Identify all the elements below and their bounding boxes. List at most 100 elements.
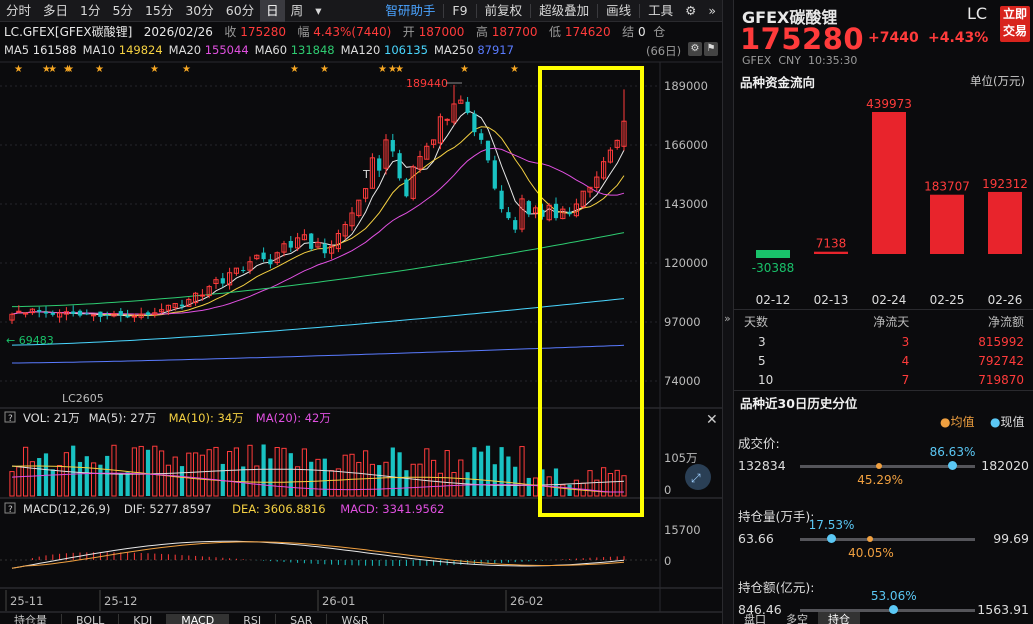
flow-bar-4: 192312 02-26	[982, 177, 1028, 307]
tool-button-3[interactable]: 超级叠加	[539, 2, 590, 18]
slider-now-dot[interactable]	[947, 461, 957, 470]
event-star-icon[interactable]: ★	[63, 64, 72, 75]
chevron-double-right-icon[interactable]: »	[708, 2, 716, 18]
volume-bar	[206, 449, 212, 497]
indicator-tab-4[interactable]: RSI	[229, 614, 277, 624]
slider-now-dot[interactable]	[826, 534, 836, 543]
flag-icon[interactable]: ⚑	[704, 42, 718, 56]
slider-title: 成交价:	[738, 436, 780, 451]
candle	[621, 89, 627, 151]
macd-legend: DIF: 5277.8597	[124, 502, 212, 516]
volume-bar	[152, 445, 158, 497]
period-tab-3[interactable]: 5分	[112, 2, 133, 18]
volume-bar	[268, 458, 273, 496]
period-tab-0[interactable]: 分时	[6, 2, 32, 18]
tool-button-2[interactable]: 前复权	[484, 2, 523, 18]
indicator-tab-5[interactable]: SAR	[276, 614, 328, 624]
kline-chart[interactable]: ? VOL: 21万 MA(5): 27万 MA(10): 34万 MA(20): 42…	[0, 60, 722, 624]
marker-t: T	[362, 168, 370, 181]
event-star-icon[interactable]: ★	[48, 64, 57, 75]
period-tab-9[interactable]: ▾	[315, 2, 322, 18]
period-tab-7[interactable]: 日	[260, 0, 285, 22]
event-star-icon[interactable]: ★	[510, 64, 519, 75]
price-tick: 97000	[664, 315, 701, 329]
panel-divider[interactable]: »	[722, 0, 734, 624]
candle	[105, 311, 110, 320]
period-tab-1[interactable]: 多日	[43, 2, 69, 18]
volume-bar	[335, 468, 342, 497]
event-star-icon[interactable]: ★	[95, 64, 104, 75]
collapse-icon-glyph: ?	[8, 505, 13, 515]
indicator-tab-2[interactable]: KDJ	[119, 614, 168, 624]
event-star-icon[interactable]: ★	[65, 64, 74, 75]
gear-icon[interactable]: ⚙	[685, 2, 697, 18]
period-tab-8[interactable]: 周	[290, 2, 304, 18]
volume-bar	[560, 484, 566, 497]
event-star-icon[interactable]: ★	[395, 64, 404, 75]
quick-trade-button[interactable]: 立即 交易	[1000, 6, 1030, 42]
candle	[315, 237, 321, 250]
volume-bar	[22, 446, 29, 497]
flow-bar-date: 02-12	[756, 293, 791, 307]
flow-table-cell: 815992	[978, 334, 1024, 349]
event-star-icon[interactable]: ★	[460, 64, 469, 75]
candle	[50, 310, 55, 317]
event-star-icon[interactable]: ★	[378, 64, 387, 75]
close-value: 175280	[240, 25, 286, 39]
event-star-icon[interactable]: ★	[320, 64, 329, 75]
tool-button-5[interactable]: 工具	[648, 2, 674, 18]
indicator-tab-6[interactable]: W&R	[327, 614, 384, 624]
indicator-tab-0[interactable]: 持仓量	[0, 614, 62, 624]
candle	[294, 232, 301, 252]
volume-bar	[90, 462, 97, 497]
flow-table-row: 5 4 792742	[738, 351, 1030, 370]
candle	[349, 207, 355, 231]
side-tab-2[interactable]: 持仓	[818, 612, 860, 624]
ma-label: MA10	[82, 43, 119, 57]
close-icon[interactable]: ✕	[706, 412, 718, 428]
settle-value: 0	[637, 25, 646, 39]
period-tab-6[interactable]: 60分	[225, 2, 255, 18]
period-tab-4[interactable]: 15分	[144, 2, 174, 18]
candle	[16, 305, 22, 313]
chevron-right-icon[interactable]: »	[724, 312, 731, 325]
tool-button-4[interactable]: 画线	[606, 2, 632, 18]
collapse-icon[interactable]	[4, 411, 16, 423]
event-star-icon[interactable]: ★	[150, 64, 159, 75]
open-label: 开	[402, 25, 415, 39]
date-tick: 26-02	[510, 594, 543, 608]
slider-track	[800, 465, 975, 468]
indicator-tab-3[interactable]: MACD	[167, 614, 230, 624]
price-change: +7440	[868, 30, 919, 46]
event-star-icon[interactable]: ★	[388, 64, 397, 75]
collapse-icon[interactable]	[4, 502, 16, 514]
volume-bar	[50, 469, 55, 496]
high-value: 187700	[491, 25, 538, 39]
expand-icon[interactable]	[685, 464, 711, 490]
event-star-icon[interactable]: ★	[290, 64, 299, 75]
slider-avg-label: 45.29%	[857, 473, 904, 487]
volume-ma-line	[11, 472, 624, 493]
indicator-tab-1[interactable]: BOLL	[62, 614, 120, 624]
candle	[410, 164, 416, 201]
side-tab-0[interactable]: 盘口	[744, 613, 766, 624]
period-tab-2[interactable]: 1分	[80, 2, 101, 18]
event-star-icon[interactable]: ★	[14, 64, 23, 75]
candle	[71, 305, 76, 317]
tool-button-1[interactable]: F9	[452, 2, 468, 18]
flow-bar-date: 02-25	[930, 293, 965, 307]
side-tab-1[interactable]: 多空	[786, 613, 808, 624]
legend-now: ●现值	[990, 415, 1025, 429]
volume-bar	[451, 471, 457, 497]
settings-icon[interactable]: ⚙	[688, 42, 702, 56]
period-tab-5[interactable]: 30分	[185, 2, 214, 18]
ma-legend-ma5: MA5 161588	[4, 43, 77, 57]
volume-bar	[56, 465, 63, 497]
slider-now-dot[interactable]	[888, 605, 898, 614]
candle	[553, 197, 559, 221]
event-star-icon[interactable]: ★	[182, 64, 191, 75]
event-star-icon[interactable]: ★	[42, 64, 51, 75]
oi-label: 仓	[653, 25, 666, 39]
tool-button-0[interactable]: 智研助手	[385, 2, 436, 18]
flow-bar-date: 02-24	[872, 293, 907, 307]
